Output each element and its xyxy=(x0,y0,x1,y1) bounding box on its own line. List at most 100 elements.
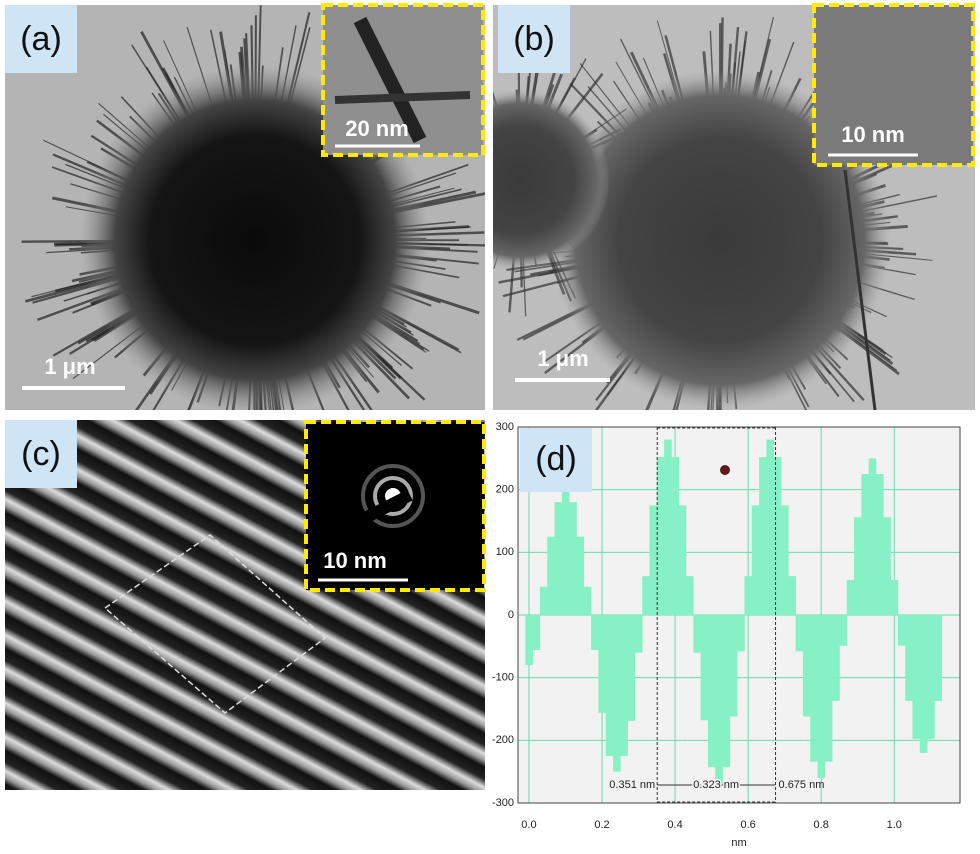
particle xyxy=(493,90,610,270)
bar xyxy=(912,615,921,740)
bar xyxy=(773,457,782,615)
annotation: 0.675 nm xyxy=(779,779,825,791)
bar xyxy=(802,615,811,717)
y-tick-label: -100 xyxy=(492,672,514,684)
panel-label: (d) xyxy=(535,440,577,478)
scale-bar-label: 1 μm xyxy=(537,346,588,371)
bar xyxy=(561,489,570,615)
bar xyxy=(591,615,599,651)
bar xyxy=(598,615,606,713)
bar xyxy=(832,615,840,701)
scale-bar-label: 20 nm xyxy=(345,116,409,141)
x-tick-label: 0.6 xyxy=(740,819,755,831)
y-tick-label: 0 xyxy=(508,609,514,621)
bar xyxy=(824,615,833,762)
bar xyxy=(693,615,701,653)
panel-label: (a) xyxy=(20,20,62,58)
bar xyxy=(919,615,928,753)
scale-bar-label: 10 nm xyxy=(323,548,387,573)
rod xyxy=(843,169,877,411)
diffraction-ring xyxy=(373,476,413,516)
panel-label-box xyxy=(5,420,77,488)
bar xyxy=(525,615,533,666)
bar xyxy=(781,505,789,615)
scale-bar-label: 10 nm xyxy=(841,122,905,147)
y-tick-label: -200 xyxy=(492,734,514,746)
bar xyxy=(642,576,650,615)
marker-dot xyxy=(720,465,730,475)
beam-stop xyxy=(362,489,413,524)
x-tick-label: 0.2 xyxy=(594,819,609,831)
annotation: 0.351 nm xyxy=(609,779,655,791)
panel-label: (b) xyxy=(513,20,555,58)
bar xyxy=(612,615,621,772)
bar xyxy=(883,517,891,615)
bar xyxy=(744,576,753,615)
bar xyxy=(722,615,731,768)
bar xyxy=(686,576,694,615)
bar xyxy=(707,615,716,768)
bar xyxy=(620,615,628,756)
panel-label-box xyxy=(498,5,570,73)
annotation: 0.323 nm xyxy=(693,779,739,791)
panel-label: (c) xyxy=(21,435,61,473)
bar xyxy=(737,615,745,652)
bar xyxy=(715,615,723,785)
bar xyxy=(839,615,848,646)
bar xyxy=(766,439,775,615)
inset xyxy=(812,3,975,167)
y-tick-label: 300 xyxy=(496,421,514,433)
bar xyxy=(569,502,577,615)
bar xyxy=(890,579,899,615)
bar xyxy=(897,615,906,646)
y-tick-label: 200 xyxy=(496,484,514,496)
bar xyxy=(671,457,680,615)
bar xyxy=(846,579,855,615)
panel-label-box xyxy=(520,428,592,492)
bar xyxy=(664,439,672,615)
bar xyxy=(810,615,818,762)
panel-label-box xyxy=(5,5,77,73)
axis-frame xyxy=(517,426,961,804)
bar xyxy=(583,586,592,615)
bar xyxy=(649,505,658,615)
bar xyxy=(759,457,767,615)
particle xyxy=(550,70,890,410)
bar xyxy=(927,615,935,740)
inset-feature xyxy=(334,91,471,104)
inset-feature xyxy=(353,16,427,144)
bar xyxy=(539,586,548,615)
bar xyxy=(795,615,804,652)
bar xyxy=(817,615,826,778)
bar xyxy=(854,517,862,615)
bar xyxy=(875,474,884,615)
scale-bar-label: 1 μm xyxy=(44,354,95,379)
x-tick-label: 0.0 xyxy=(521,819,536,831)
x-tick-label: 0.8 xyxy=(814,819,829,831)
bar xyxy=(678,505,687,615)
bar xyxy=(627,615,636,721)
bar xyxy=(532,615,541,651)
bar xyxy=(861,474,869,615)
bar xyxy=(634,615,643,653)
x-tick-label: 0.4 xyxy=(667,819,682,831)
selection-box xyxy=(103,534,327,714)
bar xyxy=(934,615,943,701)
bar xyxy=(700,615,709,721)
x-tick-label: 1.0 xyxy=(887,819,902,831)
bar xyxy=(905,615,913,701)
inset xyxy=(321,3,485,157)
bar xyxy=(605,615,614,756)
diffraction-ring xyxy=(361,464,425,528)
bar xyxy=(868,458,877,615)
y-tick-label: -300 xyxy=(492,797,514,809)
bar xyxy=(729,615,738,717)
bar xyxy=(576,536,585,615)
y-tick-label: 100 xyxy=(496,546,514,558)
bar xyxy=(656,457,665,615)
x-axis-label: nm xyxy=(731,837,746,849)
bar xyxy=(547,536,555,615)
bar xyxy=(554,502,563,615)
bar xyxy=(788,576,796,615)
